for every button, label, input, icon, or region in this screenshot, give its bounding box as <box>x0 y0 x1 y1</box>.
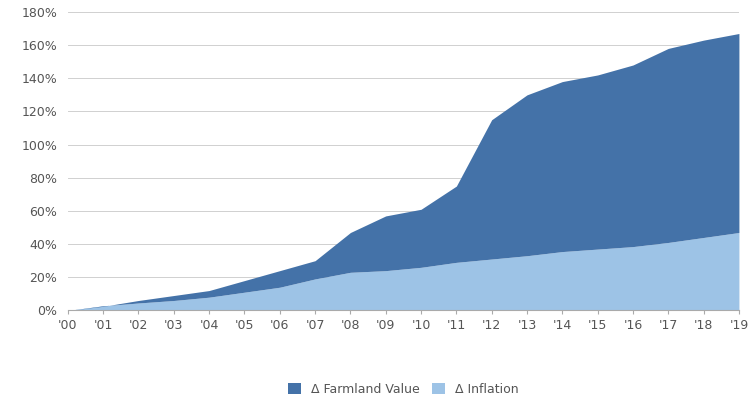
Legend: Δ Farmland Value, Δ Inflation: Δ Farmland Value, Δ Inflation <box>285 379 522 398</box>
